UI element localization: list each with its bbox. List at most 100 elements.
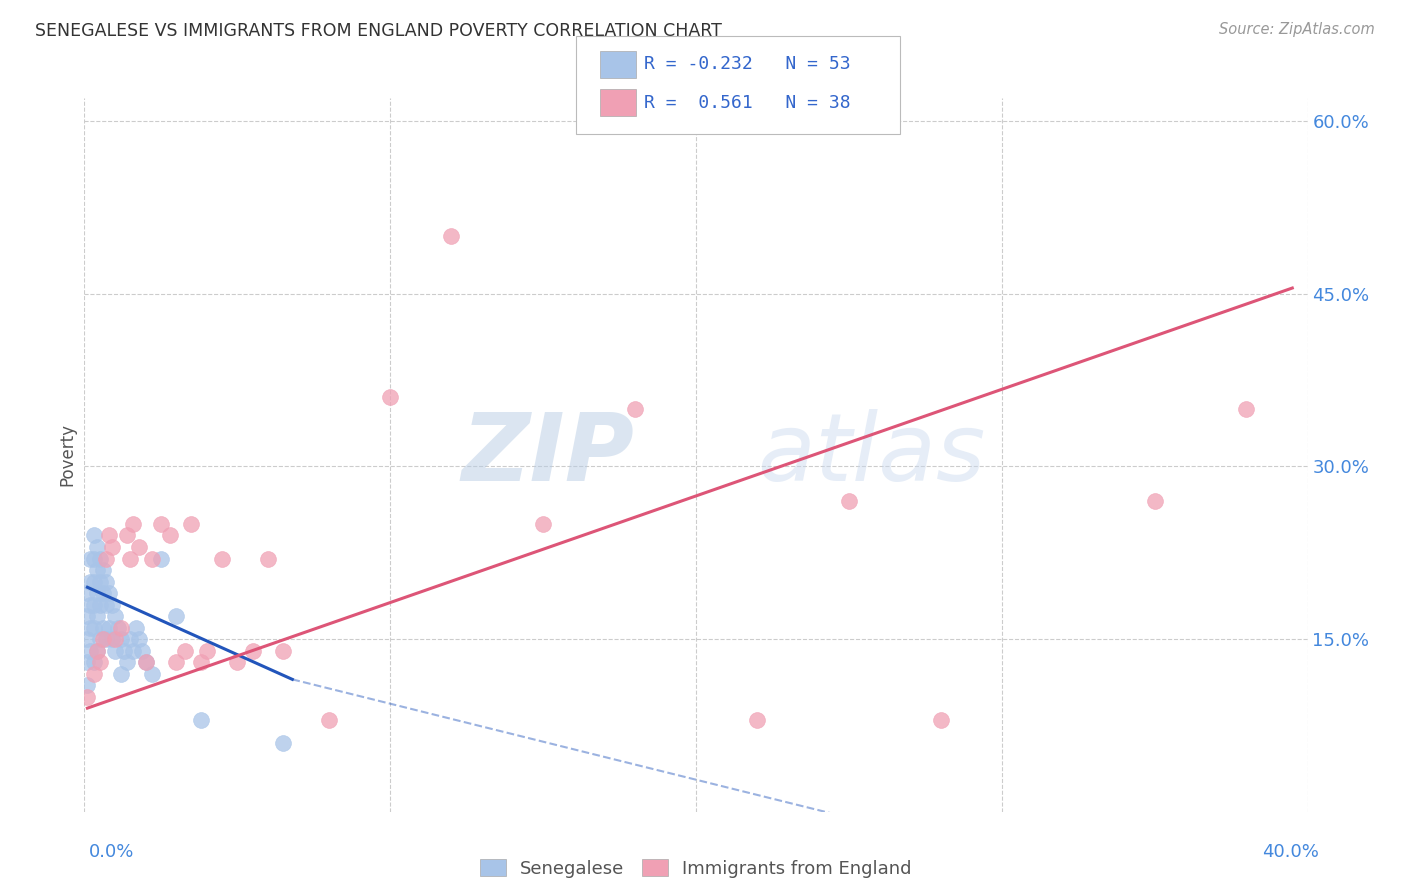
Point	[271, 736, 294, 750]
Text: R =  0.561   N = 38: R = 0.561 N = 38	[644, 94, 851, 112]
Point	[79, 621, 101, 635]
Point	[929, 713, 952, 727]
Point	[159, 528, 181, 542]
Point	[380, 390, 402, 404]
Point	[838, 494, 860, 508]
Point	[86, 540, 108, 554]
Point	[149, 516, 172, 531]
Point	[128, 632, 150, 646]
Point	[83, 574, 105, 589]
Text: Source: ZipAtlas.com: Source: ZipAtlas.com	[1219, 22, 1375, 37]
Legend: Senegalese, Immigrants from England: Senegalese, Immigrants from England	[474, 852, 918, 885]
Point	[624, 401, 647, 416]
Text: ZIP: ZIP	[463, 409, 636, 501]
Point	[115, 528, 138, 542]
Point	[83, 598, 105, 612]
Point	[94, 598, 117, 612]
Point	[76, 690, 98, 704]
Point	[97, 621, 120, 635]
Point	[86, 643, 108, 657]
Point	[242, 643, 264, 657]
Point	[531, 516, 554, 531]
Point	[115, 655, 138, 669]
Point	[91, 632, 114, 646]
Point	[101, 540, 124, 554]
Point	[135, 655, 157, 669]
Point	[101, 632, 124, 646]
Point	[122, 516, 145, 531]
Point	[174, 643, 197, 657]
Point	[94, 551, 117, 566]
Point	[83, 551, 105, 566]
Point	[83, 666, 105, 681]
Point	[83, 655, 105, 669]
Point	[91, 621, 114, 635]
Point	[211, 551, 233, 566]
Text: atlas: atlas	[758, 409, 986, 500]
Text: 0.0%: 0.0%	[89, 843, 134, 861]
Point	[112, 643, 135, 657]
Point	[104, 609, 127, 624]
Text: 40.0%: 40.0%	[1263, 843, 1319, 861]
Point	[122, 643, 145, 657]
Point	[89, 598, 111, 612]
Point	[104, 632, 127, 646]
Text: R = -0.232   N = 53: R = -0.232 N = 53	[644, 55, 851, 73]
Point	[79, 598, 101, 612]
Point	[141, 551, 163, 566]
Point	[94, 574, 117, 589]
Point	[131, 643, 153, 657]
Point	[86, 563, 108, 577]
Text: SENEGALESE VS IMMIGRANTS FROM ENGLAND POVERTY CORRELATION CHART: SENEGALESE VS IMMIGRANTS FROM ENGLAND PO…	[35, 22, 723, 40]
Point	[76, 586, 98, 600]
Point	[79, 574, 101, 589]
Point	[257, 551, 280, 566]
Point	[1236, 401, 1258, 416]
Point	[76, 655, 98, 669]
Point	[1143, 494, 1166, 508]
Point	[110, 632, 132, 646]
Point	[94, 632, 117, 646]
Point	[180, 516, 202, 531]
Point	[89, 655, 111, 669]
Point	[86, 643, 108, 657]
Point	[76, 632, 98, 646]
Point	[97, 528, 120, 542]
Point	[86, 586, 108, 600]
Point	[165, 655, 187, 669]
Point	[110, 621, 132, 635]
Point	[190, 655, 212, 669]
Point	[440, 229, 463, 244]
Point	[107, 621, 129, 635]
Point	[89, 551, 111, 566]
Point	[104, 643, 127, 657]
Point	[79, 551, 101, 566]
Point	[91, 563, 114, 577]
Point	[86, 609, 108, 624]
Point	[125, 621, 148, 635]
Point	[101, 598, 124, 612]
Point	[110, 666, 132, 681]
Point	[83, 528, 105, 542]
Point	[120, 632, 142, 646]
Point	[195, 643, 218, 657]
Point	[89, 574, 111, 589]
Point	[79, 643, 101, 657]
Point	[226, 655, 249, 669]
Point	[747, 713, 769, 727]
Point	[271, 643, 294, 657]
Point	[83, 621, 105, 635]
Point	[135, 655, 157, 669]
Point	[128, 540, 150, 554]
Point	[318, 713, 340, 727]
Point	[76, 678, 98, 692]
Point	[120, 551, 142, 566]
Point	[91, 586, 114, 600]
Point	[89, 632, 111, 646]
Point	[149, 551, 172, 566]
Point	[165, 609, 187, 624]
Point	[141, 666, 163, 681]
Y-axis label: Poverty: Poverty	[58, 424, 76, 486]
Point	[190, 713, 212, 727]
Point	[97, 586, 120, 600]
